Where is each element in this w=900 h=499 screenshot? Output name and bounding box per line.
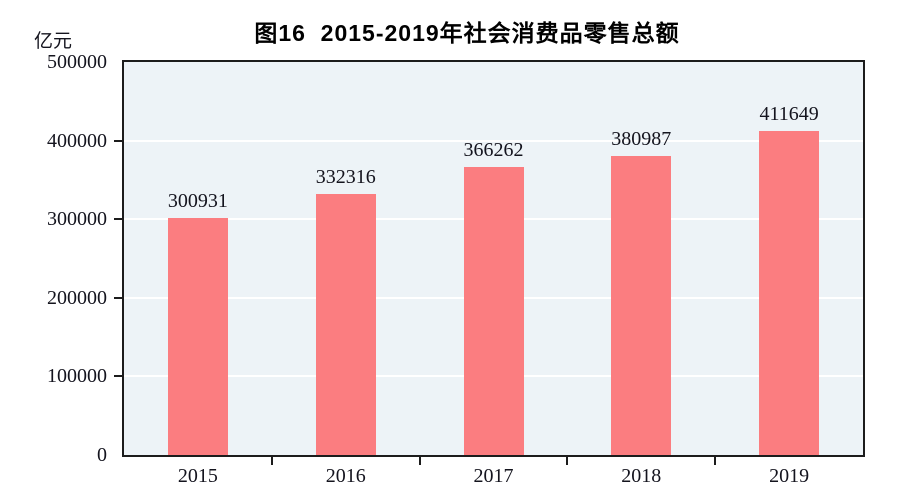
bar-value-label: 411649	[759, 103, 819, 126]
bar	[611, 155, 672, 455]
plot-area: 300931 332316 366262 380987 411649	[122, 60, 865, 457]
y-tick-label: 300000	[47, 208, 107, 231]
y-tick-label: 200000	[47, 286, 107, 309]
bar-value-label: 366262	[463, 139, 524, 162]
y-tick-label: 400000	[47, 129, 107, 152]
y-tick-label: 100000	[47, 365, 107, 388]
bar-value-label: 300931	[167, 190, 228, 213]
y-tick-mark	[114, 375, 122, 378]
y-tick-label: 0	[97, 444, 107, 466]
bar	[463, 167, 524, 455]
bar-value-label: 380987	[611, 127, 672, 150]
x-tick-mark	[418, 457, 421, 465]
y-tick-label: 500000	[47, 51, 107, 73]
x-tick-mark	[270, 457, 273, 465]
y-tick-mark	[114, 296, 122, 299]
chart-title: 图16 2015-2019年社会消费品零售总额	[254, 20, 680, 46]
bar	[167, 218, 228, 455]
gridline	[124, 139, 863, 142]
y-axis-unit-label: 亿元	[34, 31, 73, 52]
x-tick-mark	[566, 457, 569, 465]
bar	[315, 193, 376, 455]
y-tick-mark	[114, 139, 122, 142]
x-tick-label: 2017	[473, 465, 514, 487]
y-tick-mark	[114, 218, 122, 221]
bar-value-label: 332316	[315, 165, 376, 188]
x-tick-label: 2019	[769, 465, 810, 487]
x-tick-label: 2018	[621, 465, 662, 487]
bar	[759, 131, 820, 455]
x-tick-label: 2016	[325, 465, 366, 487]
x-tick-mark	[714, 457, 717, 465]
x-tick-label: 2015	[177, 465, 218, 487]
